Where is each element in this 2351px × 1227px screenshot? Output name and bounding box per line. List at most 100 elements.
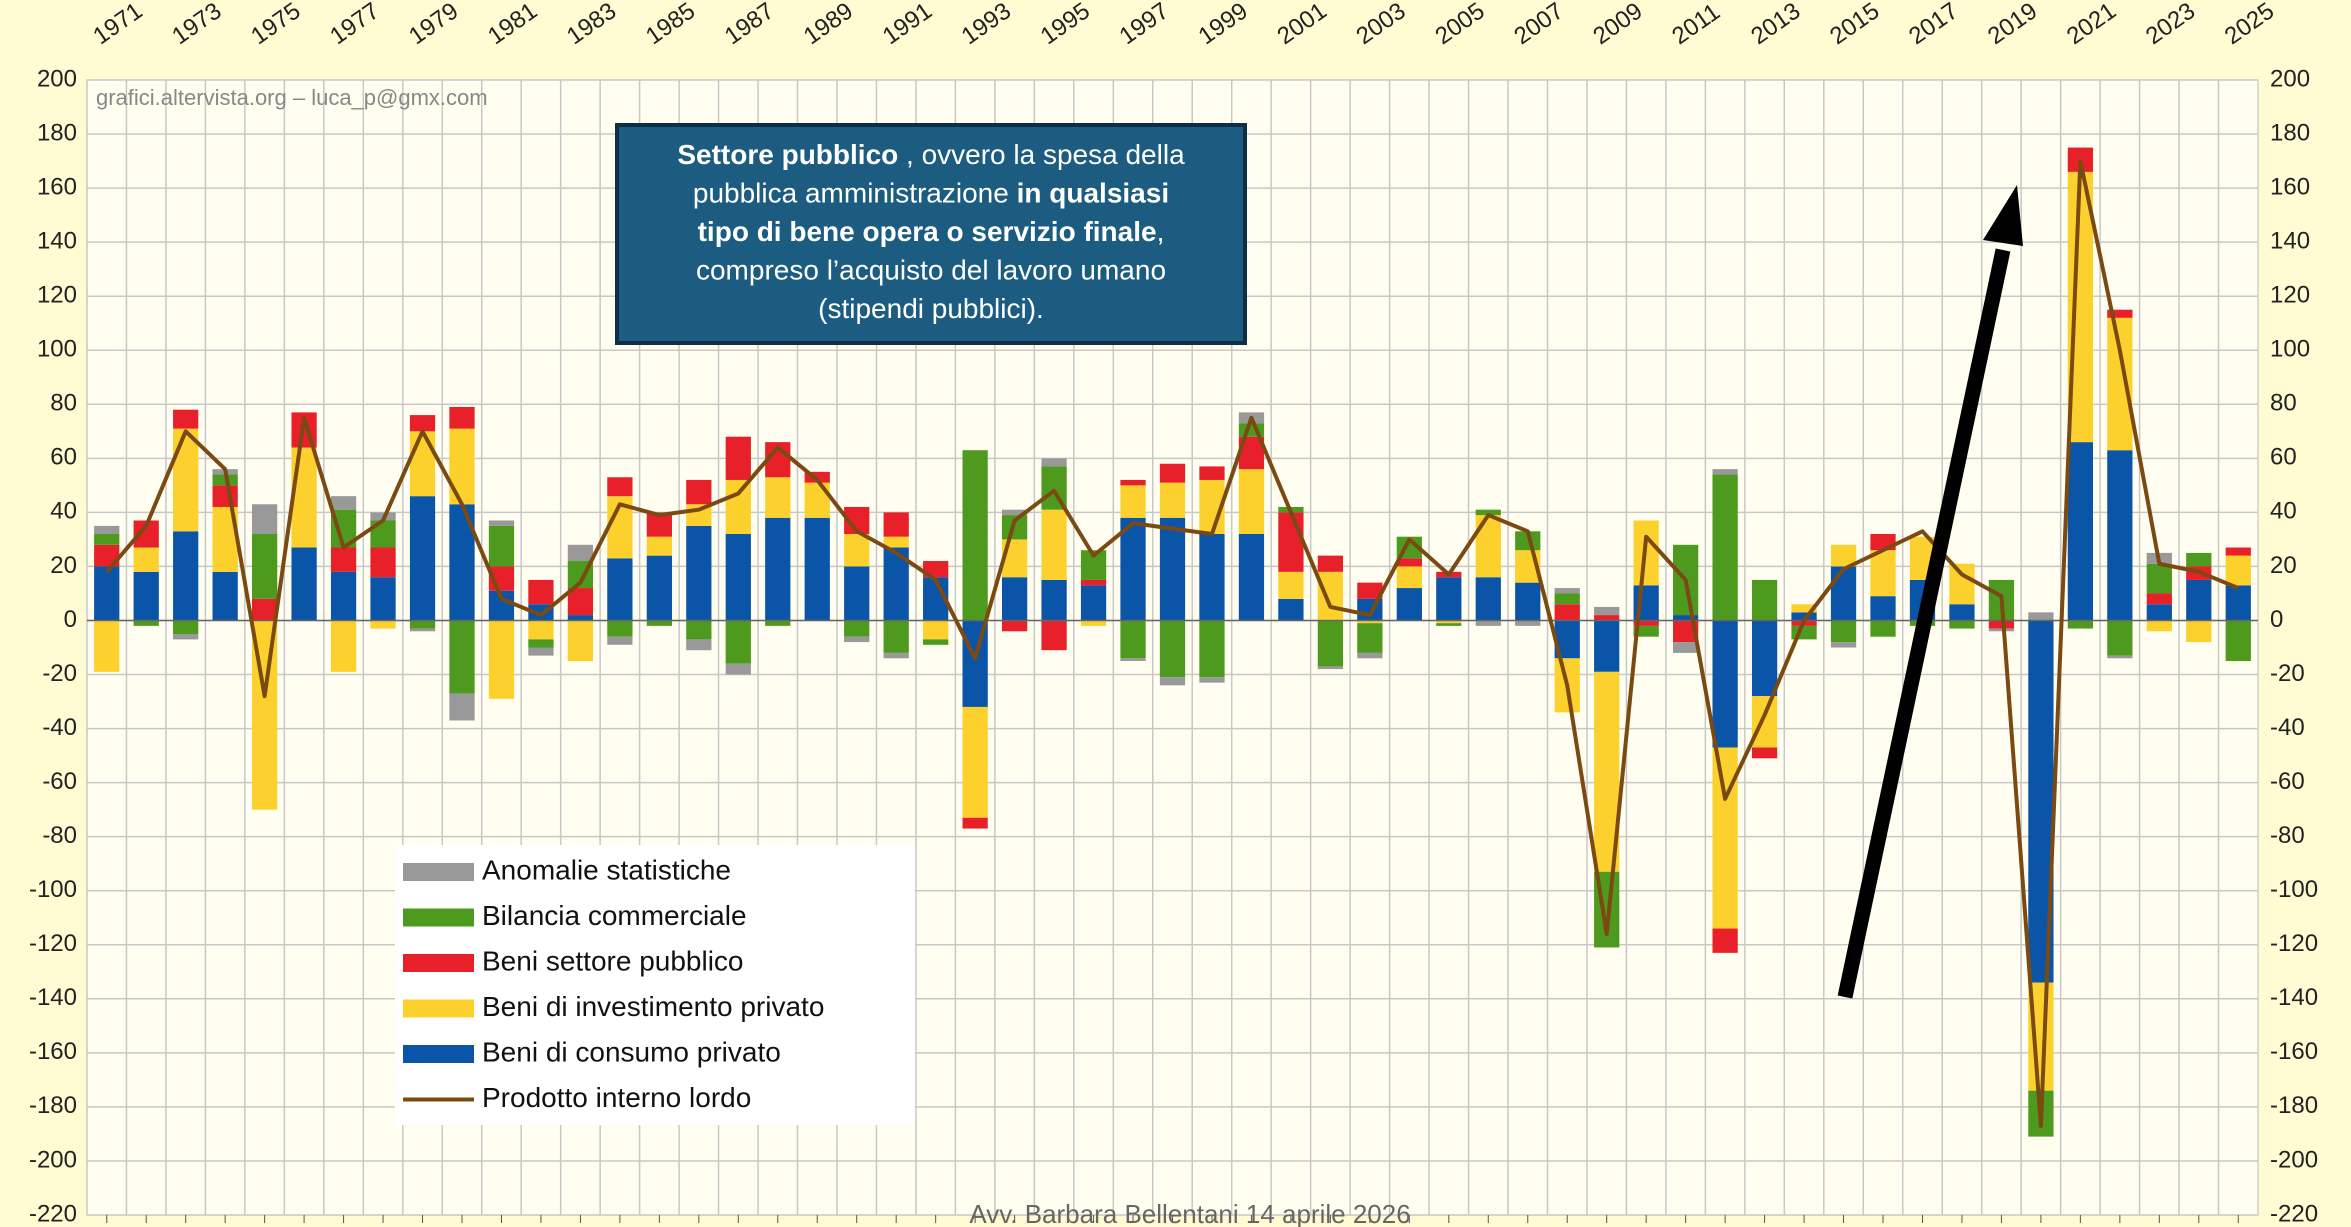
annotation-line: tipo di bene opera o servizio finale,: [698, 216, 1165, 247]
bar-segment: [1554, 593, 1580, 605]
bar-segment: [1159, 482, 1186, 518]
bar-segment: [1278, 571, 1304, 599]
bar-segment: [1475, 577, 1501, 621]
bar-segment: [1120, 479, 1146, 486]
bar-segment: [1238, 469, 1265, 534]
bar-segment: [804, 482, 830, 518]
bar-segment: [1949, 604, 1975, 621]
bar-segment: [607, 477, 633, 497]
bar-segment: [1515, 620, 1541, 626]
bar-segment: [1357, 582, 1383, 599]
y-tick-label: 140: [37, 227, 77, 254]
bar-segment: [1041, 620, 1067, 651]
bar-segment: [291, 447, 317, 548]
bar-segment: [1396, 558, 1422, 567]
y-tick-label: -60: [42, 768, 77, 795]
bar-segment: [607, 636, 633, 645]
bar-segment: [1001, 620, 1028, 632]
y-tick-label: -40: [42, 714, 77, 741]
bar-segment: [330, 620, 357, 672]
y-tick-label: -100: [29, 876, 77, 903]
footer: Avv. Barbara Bellentani 14 aprile 2026: [969, 1199, 1410, 1227]
bar-segment: [94, 525, 120, 534]
bar-segment: [2186, 620, 2212, 643]
annotation-text: (stipendi pubblici).: [818, 293, 1044, 324]
bar-segment: [923, 620, 949, 640]
legend-label: Anomalie statistiche: [482, 854, 731, 885]
bar-segment: [1199, 534, 1225, 621]
bar-segment: [1751, 620, 1778, 697]
bar-segment: [528, 639, 554, 648]
bar-segment: [370, 547, 396, 578]
bar-segment: [409, 415, 436, 432]
annotation-line: Settore pubblico , ovvero la spesa della: [677, 139, 1185, 170]
y2-tick-label: -80: [2270, 822, 2305, 849]
annotation-line: (stipendi pubblici).: [818, 293, 1044, 324]
bar-segment: [1199, 620, 1225, 678]
bar-segment: [883, 512, 909, 537]
bar-segment: [1159, 463, 1186, 483]
bar-segment: [1357, 620, 1383, 624]
bar-segment: [173, 428, 199, 532]
y2-tick-label: 120: [2270, 282, 2310, 309]
bar-segment: [646, 536, 672, 556]
bar-segment: [1712, 747, 1738, 929]
y-tick-label: 80: [50, 390, 77, 417]
bar-segment: [1988, 620, 2015, 629]
bar-segment: [686, 620, 712, 640]
bar-segment: [1830, 566, 1857, 621]
y2-tick-label: 160: [2270, 173, 2310, 200]
legend-label: Prodotto interno lordo: [482, 1082, 751, 1113]
bar-segment: [1041, 509, 1067, 580]
bar-segment: [370, 577, 396, 621]
y-tick-label: -140: [29, 984, 77, 1011]
legend-box: [395, 845, 915, 1125]
legend-label: Beni settore pubblico: [482, 945, 744, 976]
bar-segment: [1159, 620, 1186, 678]
bar-segment: [212, 485, 238, 507]
bar-segment: [1633, 620, 1659, 626]
bar-segment: [1159, 677, 1186, 686]
bar-segment: [1159, 517, 1186, 621]
bar-segment: [607, 558, 633, 621]
bar-segment: [409, 431, 436, 497]
bar-segment: [1515, 531, 1541, 551]
bar-segment: [2107, 655, 2133, 659]
y-tick-label: 60: [50, 444, 77, 471]
bar-segment: [883, 536, 909, 548]
y2-tick-label: -20: [2270, 660, 2305, 687]
y2-tick-label: 100: [2270, 336, 2310, 363]
bar-segment: [646, 620, 672, 626]
bar-segment: [173, 633, 199, 640]
bar-segment: [923, 639, 949, 645]
bar-segment: [2107, 620, 2133, 656]
bar-segment: [2107, 450, 2133, 621]
bar-segment: [844, 566, 870, 621]
legend-label: Bilancia commerciale: [482, 900, 747, 931]
y2-tick-label: 40: [2270, 498, 2297, 525]
bar-segment: [765, 517, 791, 621]
y2-tick-label: -140: [2270, 984, 2318, 1011]
bar-segment: [1396, 566, 1422, 589]
bar-segment: [94, 544, 120, 567]
y-tick-label: 160: [37, 173, 77, 200]
arrow-shaft: [1837, 248, 2011, 999]
bar-segment: [1436, 623, 1462, 626]
bar-segment: [1830, 642, 1857, 648]
bar-segment: [173, 531, 199, 621]
bar-segment: [449, 693, 475, 721]
bar-segment: [1278, 598, 1304, 621]
watermark: grafici.altervista.org – luca_p@gmx.com: [96, 85, 488, 110]
bar-segment: [923, 561, 949, 578]
bar-segment: [844, 534, 870, 567]
legend-swatch: [403, 908, 474, 927]
bar-segment: [1317, 620, 1344, 667]
bar-segment: [528, 579, 554, 605]
y2-tick-label: -40: [2270, 714, 2305, 741]
bar-segment: [173, 409, 199, 429]
bar-segment: [607, 620, 633, 637]
bar-segment: [804, 471, 830, 483]
y-tick-label: 40: [50, 498, 77, 525]
bar-segment: [1001, 509, 1028, 516]
y2-tick-label: -180: [2270, 1092, 2318, 1119]
